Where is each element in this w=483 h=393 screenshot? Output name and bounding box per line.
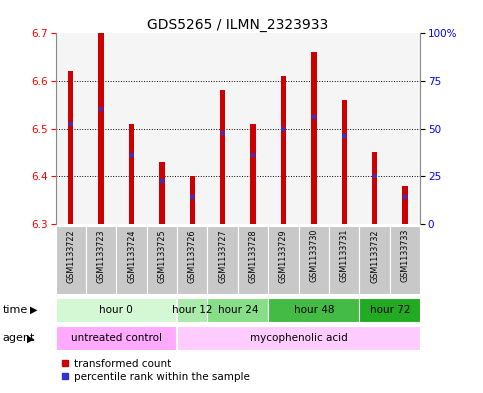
Text: ▶: ▶ [30, 305, 38, 315]
Bar [311, 52, 316, 224]
FancyBboxPatch shape [208, 298, 268, 322]
Text: GSM1133726: GSM1133726 [188, 229, 197, 283]
FancyBboxPatch shape [56, 326, 176, 351]
FancyBboxPatch shape [116, 226, 147, 294]
Bar [99, 33, 104, 224]
Text: GDS5265 / ILMN_2323933: GDS5265 / ILMN_2323933 [147, 18, 328, 32]
FancyBboxPatch shape [359, 298, 420, 322]
FancyBboxPatch shape [390, 226, 420, 294]
Text: GSM1133727: GSM1133727 [218, 229, 227, 283]
Text: GSM1133733: GSM1133733 [400, 229, 410, 283]
FancyBboxPatch shape [177, 298, 207, 322]
Text: time: time [2, 305, 28, 315]
FancyBboxPatch shape [329, 226, 359, 294]
Text: GSM1133729: GSM1133729 [279, 229, 288, 283]
FancyBboxPatch shape [177, 226, 208, 294]
Text: GSM1133728: GSM1133728 [249, 229, 257, 283]
Text: hour 24: hour 24 [218, 305, 258, 315]
Bar [402, 185, 408, 224]
Bar [189, 176, 195, 224]
Text: GSM1133725: GSM1133725 [157, 229, 167, 283]
Text: agent: agent [2, 333, 35, 343]
Legend: transformed count, percentile rank within the sample: transformed count, percentile rank withi… [61, 359, 250, 382]
Bar [341, 100, 347, 224]
FancyBboxPatch shape [359, 226, 390, 294]
Text: GSM1133724: GSM1133724 [127, 229, 136, 283]
Text: hour 72: hour 72 [369, 305, 410, 315]
Text: untreated control: untreated control [71, 333, 162, 343]
Text: hour 48: hour 48 [294, 305, 334, 315]
FancyBboxPatch shape [298, 226, 329, 294]
Bar [372, 152, 377, 224]
Bar [129, 124, 134, 224]
Bar [68, 72, 73, 224]
Text: ▶: ▶ [27, 333, 34, 343]
FancyBboxPatch shape [56, 226, 86, 294]
Bar [281, 76, 286, 224]
FancyBboxPatch shape [238, 226, 268, 294]
Text: GSM1133722: GSM1133722 [66, 229, 75, 283]
FancyBboxPatch shape [177, 326, 420, 351]
Text: GSM1133723: GSM1133723 [97, 229, 106, 283]
FancyBboxPatch shape [147, 226, 177, 294]
Text: GSM1133730: GSM1133730 [309, 229, 318, 283]
FancyBboxPatch shape [268, 298, 359, 322]
Bar [250, 124, 256, 224]
Text: mycophenolic acid: mycophenolic acid [250, 333, 348, 343]
FancyBboxPatch shape [56, 298, 176, 322]
FancyBboxPatch shape [86, 226, 116, 294]
Bar [220, 90, 226, 224]
Text: hour 0: hour 0 [99, 305, 133, 315]
Text: GSM1133731: GSM1133731 [340, 229, 349, 283]
Text: GSM1133732: GSM1133732 [370, 229, 379, 283]
Text: hour 12: hour 12 [172, 305, 213, 315]
FancyBboxPatch shape [268, 226, 298, 294]
FancyBboxPatch shape [208, 226, 238, 294]
Bar [159, 162, 165, 224]
